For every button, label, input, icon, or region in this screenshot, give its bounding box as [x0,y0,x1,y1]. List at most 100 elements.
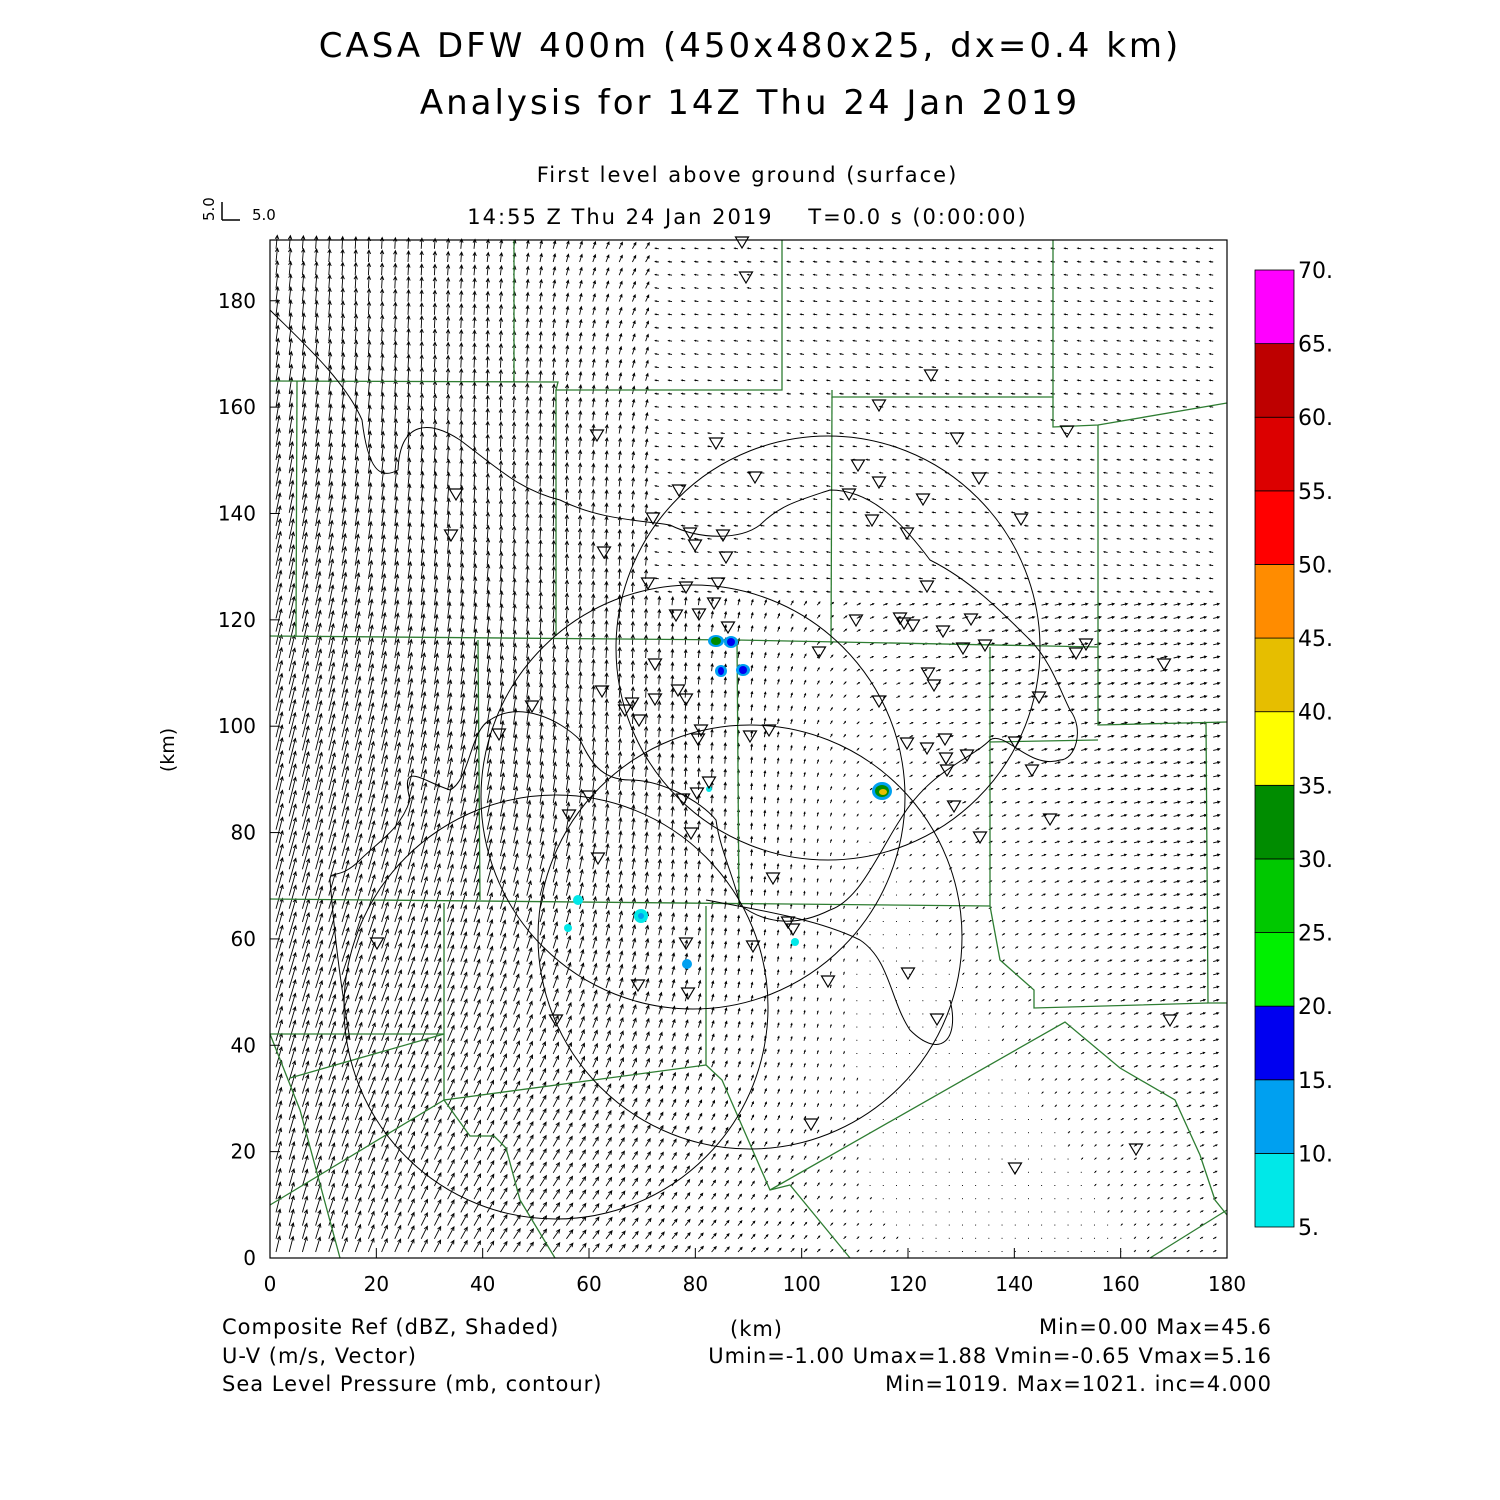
wind-arrow-icon [816,1049,819,1055]
wind-arrow-icon [1199,1117,1205,1121]
wind-arrow-icon [526,1067,534,1081]
wind-arrow-icon [367,874,376,896]
wind-arrow-icon [1041,787,1048,791]
wind-arrow-icon [420,822,428,843]
wind-arrow-icon [1146,1118,1152,1121]
wind-arrow-icon [882,748,887,751]
wind-arrow-icon [645,1191,652,1200]
wind-arrow-icon [1094,827,1101,831]
wind-arrow-icon [816,944,819,949]
wind-arrow-icon [896,1236,899,1240]
wind-arrow-icon [513,959,520,975]
wind-arrow-icon [1133,946,1140,949]
wind-arrow-icon [1186,1051,1193,1055]
wind-arrow-icon [949,682,955,685]
wind-arrow-icon [962,774,967,778]
wind-arrow-icon [341,792,350,817]
wind-arrow-icon [275,646,284,672]
wind-arrow-icon [1014,946,1019,949]
wind-arrow-icon [843,1196,846,1200]
wind-arrow-icon [1067,986,1072,989]
wind-arrow-icon [737,1180,742,1187]
wind-arrow-icon [526,1027,533,1041]
wind-arrow-icon [763,981,767,989]
wind-arrow-icon [1081,853,1087,857]
wind-arrow-icon [882,814,886,817]
wind-arrow-icon [275,965,284,989]
wind-arrow-icon [1133,1012,1139,1015]
wind-arrow-icon [684,1045,689,1055]
wind-arrow-icon [803,1129,807,1134]
wind-arrow-icon [354,940,363,962]
wind-arrow-icon [579,1162,587,1174]
wind-arrow-icon [1054,1078,1058,1081]
wind-arrow-icon [617,737,623,751]
wind-arrow-icon [526,1080,534,1094]
wind-arrow-icon [632,1217,639,1226]
wind-arrow-icon [776,731,780,738]
wind-arrow-icon [1041,999,1045,1002]
wind-arrow-icon [433,1198,442,1213]
wind-arrow-icon [500,1133,508,1147]
wind-arrow-icon [1133,1249,1137,1253]
wind-arrow-icon [750,888,754,896]
wind-arrow-icon [315,871,324,896]
wind-arrow-icon [1081,814,1088,817]
wind-arrow-icon [301,1073,310,1094]
wind-arrow-icon [763,942,767,949]
wind-arrow-icon [605,1136,612,1147]
wind-arrow-icon [354,900,363,923]
wind-arrow-icon [394,1063,403,1081]
wind-arrow-icon [922,827,926,830]
wind-arrow-icon [856,721,860,725]
wind-arrow-icon [592,815,597,830]
wind-arrow-icon [684,1165,690,1174]
wind-arrow-icon [962,735,968,738]
wind-arrow-icon [512,668,518,685]
wind-arrow-icon [407,716,414,738]
wind-arrow-icon [631,963,637,975]
wind-arrow-icon [381,741,388,764]
wind-arrow-icon [1067,959,1073,963]
wind-arrow-icon [1212,1210,1218,1213]
wind-arrow-icon [1015,814,1021,817]
wind-arrow-icon [552,1188,561,1200]
chart-title: CASA DFW 400m (450x480x25, dx=0.4 km) [318,26,1182,66]
wind-arrow-icon [499,785,506,804]
wind-arrow-icon [1160,866,1168,870]
wind-arrow-icon [1213,1157,1218,1161]
wind-arrow-icon [420,1211,428,1226]
wind-arrow-icon [552,1121,560,1134]
wind-arrow-icon [645,1004,650,1015]
wind-arrow-icon [829,812,833,817]
wind-arrow-icon [777,1075,780,1081]
wind-arrow-icon [750,1074,754,1081]
wind-arrow-icon [803,943,806,949]
wind-arrow-icon [460,692,466,711]
wind-arrow-icon [948,814,953,817]
wind-arrow-icon [683,714,688,725]
wind-arrow-icon [1041,734,1048,738]
wind-arrow-icon [710,847,714,857]
wind-arrow-icon [341,994,350,1015]
wind-arrow-icon [1186,959,1194,963]
wind-arrow-icon [790,731,793,738]
wind-arrow-icon [367,663,375,685]
wind-arrow-icon [816,851,819,857]
wind-arrow-icon [486,1240,495,1253]
wind-arrow-icon [1028,734,1035,738]
wind-arrow-icon [684,1058,689,1068]
wind-arrow-icon [618,1150,625,1160]
wind-arrow-icon [341,1102,349,1121]
wind-arrow-icon [394,754,402,777]
wind-arrow-icon [723,755,727,764]
wind-arrow-icon [1014,919,1019,923]
wind-arrow-icon [869,827,873,830]
wind-arrow-icon [618,777,623,791]
wind-arrow-icon [790,1181,794,1187]
wind-arrow-icon [433,1145,442,1160]
wind-arrow-icon [341,739,349,764]
wind-arrow-icon [790,823,793,830]
wind-arrow-icon [816,930,819,936]
wind-arrow-icon [909,787,913,791]
